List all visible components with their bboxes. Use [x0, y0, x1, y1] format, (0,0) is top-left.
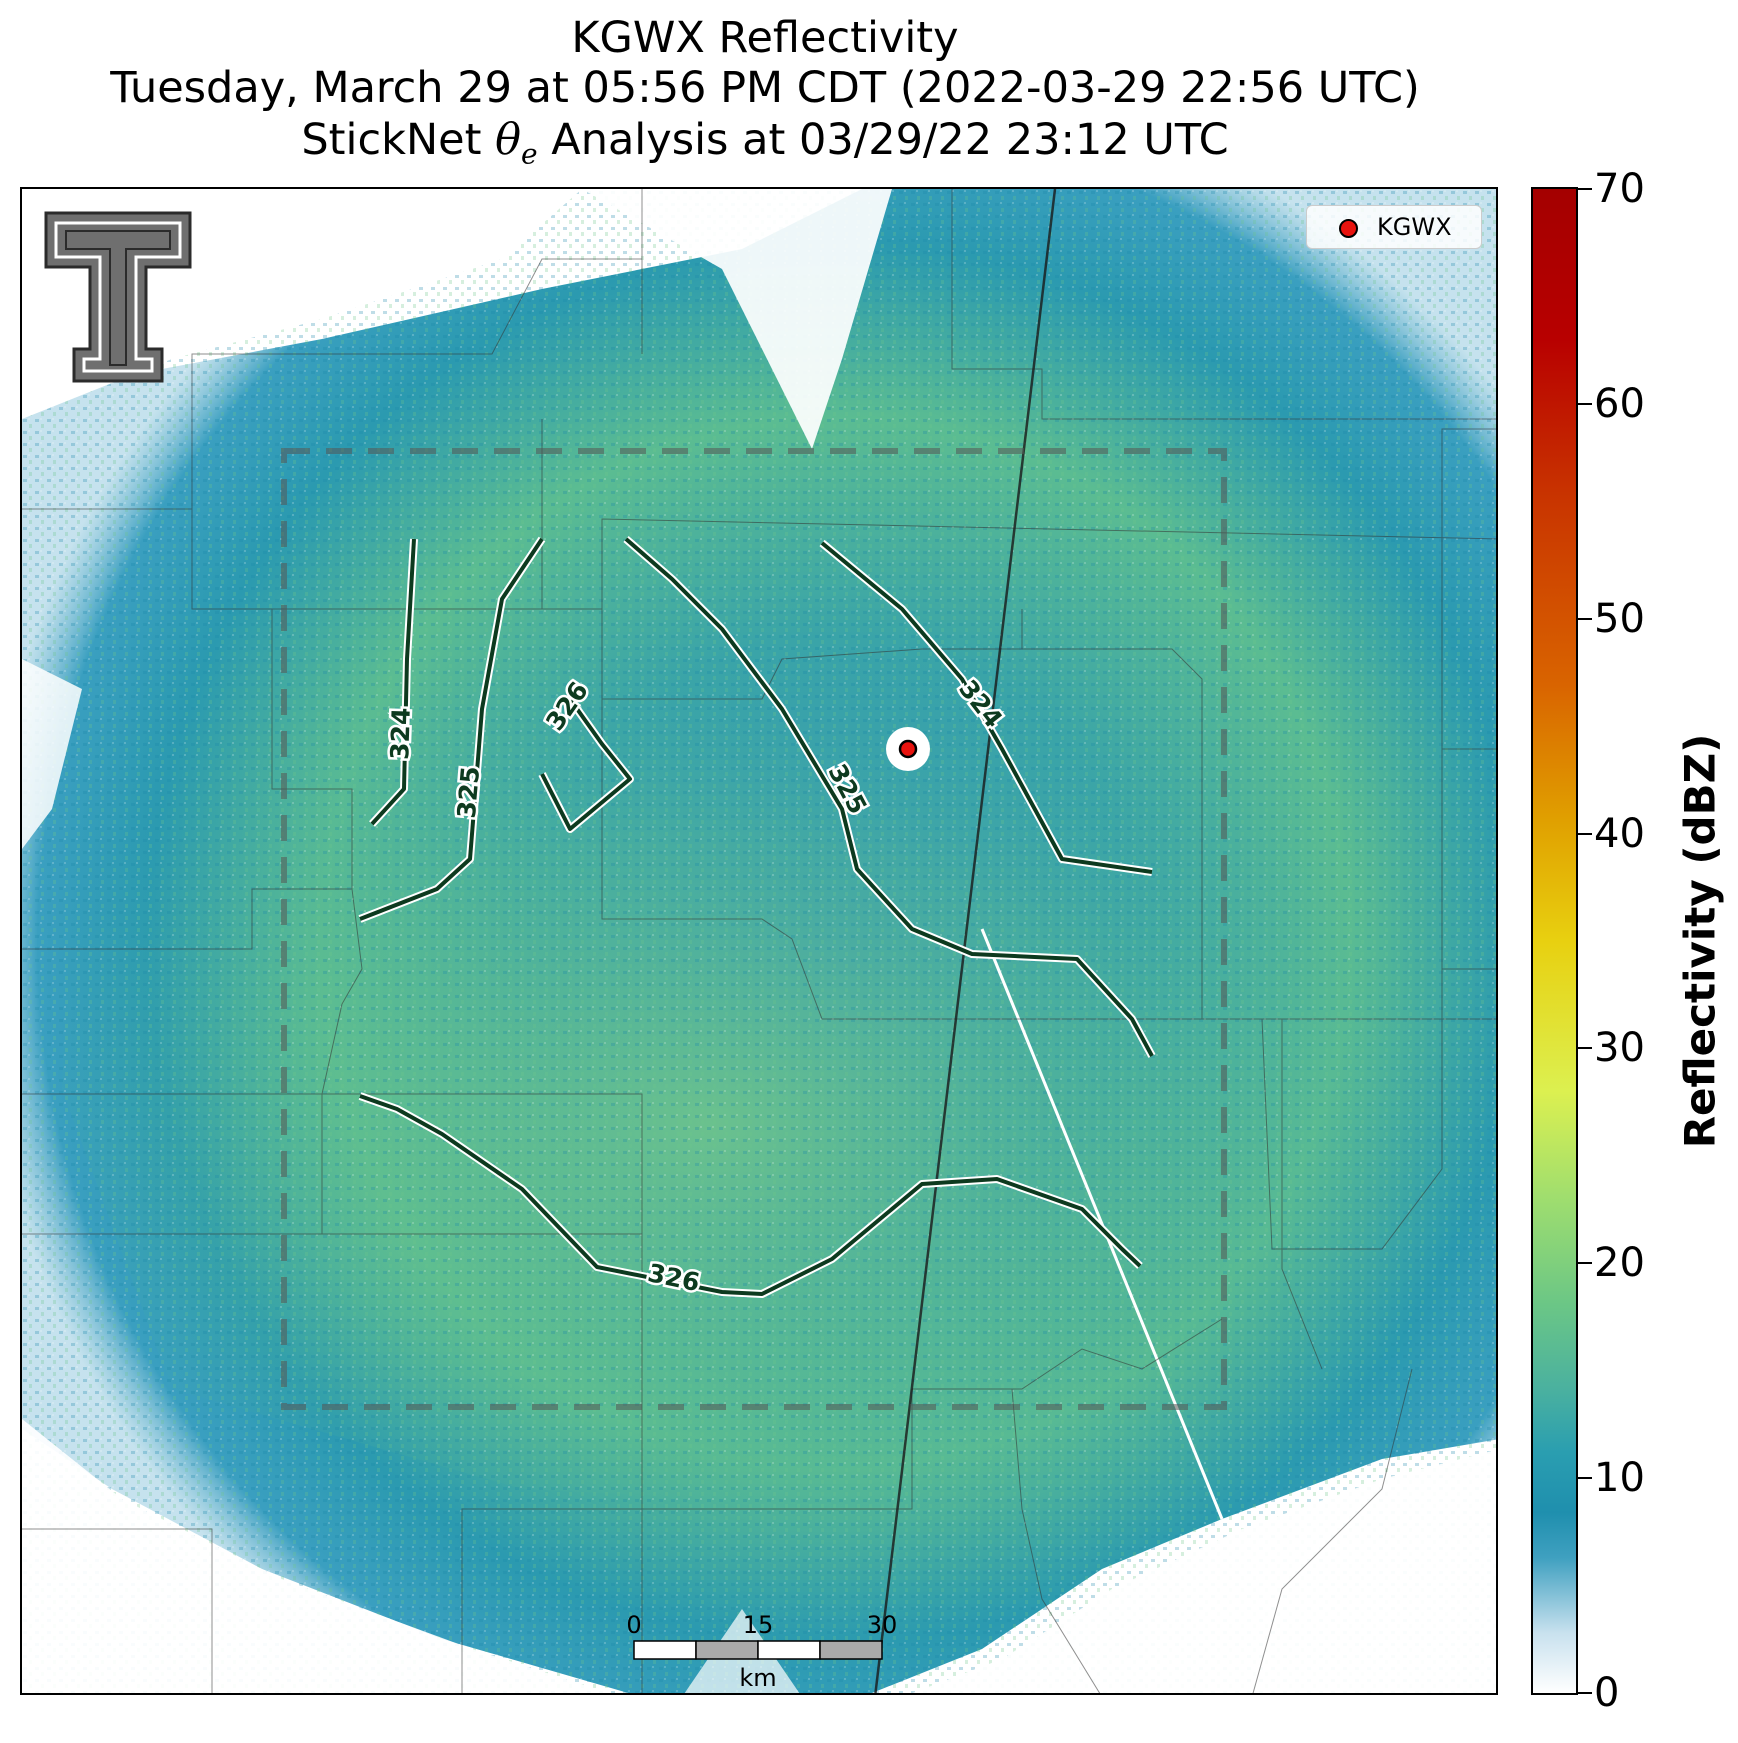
- contour-326-closed: [540, 697, 632, 831]
- colorbar-tick-label: 60: [1594, 380, 1645, 427]
- colorbar-tick-label: 20: [1594, 1240, 1645, 1287]
- radar-map-canvas: 324 324 325 325 326 326: [22, 189, 1496, 1693]
- theta-subscript: e: [521, 137, 538, 171]
- map-legend: KGWX: [1306, 205, 1482, 249]
- legend-marker-icon: [1339, 219, 1358, 238]
- colorbar-tick-mark: [1578, 1477, 1592, 1480]
- colorbar-tick-mark: [1578, 1692, 1592, 1694]
- colorbar-label: Reflectivity (dBZ): [1675, 733, 1725, 1149]
- theta-e-contours: [358, 535, 1156, 1298]
- state-border: [874, 189, 1057, 1693]
- colorbar-tick-label: 30: [1594, 1025, 1645, 1072]
- title-line-3-prefix: StickNet: [301, 115, 496, 165]
- colorbar-tick-mark: [1578, 1262, 1592, 1265]
- colorbar-tick-mark: [1578, 1047, 1592, 1050]
- colorbar-tick-label: 40: [1594, 810, 1645, 857]
- colorbar-tick-label: 70: [1594, 166, 1645, 212]
- contour-label-325-west: 325: [452, 765, 485, 820]
- title-line-2: Tuesday, March 29 at 05:56 PM CDT (2022-…: [110, 63, 1420, 113]
- colorbar-tick-label: 0: [1594, 1670, 1620, 1716]
- colorbar-tick-mark: [1578, 188, 1592, 190]
- contour-label-324-west: 324: [385, 707, 416, 760]
- colorbar-tick-mark: [1578, 402, 1592, 405]
- echo-gap-southeast: [912, 1450, 1496, 1693]
- colorbar-tick-label: 10: [1594, 1455, 1645, 1502]
- colorbar-tick-label: 50: [1594, 595, 1645, 642]
- radar-speckle: [22, 189, 1496, 1693]
- colorbar-tick-mark: [1578, 832, 1592, 835]
- contour-324-east: [820, 541, 1153, 874]
- echo-gap-southwest: [22, 1419, 610, 1693]
- title-line-3: StickNet θe Analysis at 03/29/22 23:12 U…: [0, 116, 1530, 179]
- colorbar-tick-mark: [1578, 617, 1592, 620]
- contour-326-south: [359, 1094, 1142, 1296]
- texas-tech-logo: [44, 211, 192, 383]
- contour-325-west: [359, 537, 544, 921]
- colorbar: [1531, 187, 1578, 1695]
- analysis-domain-box: [281, 448, 1227, 1410]
- theta-symbol: θ: [495, 115, 522, 165]
- legend-label: KGWX: [1377, 213, 1452, 241]
- county-borders: [22, 189, 1496, 1693]
- echo-gap-west: [22, 659, 82, 849]
- echo-gap-north: [582, 189, 892, 449]
- radar-map[interactable]: 324 324 325 325 326 326 KGWX: [20, 187, 1498, 1695]
- contour-325-east: [624, 537, 1154, 1057]
- title-line-1: KGWX Reflectivity: [571, 13, 959, 63]
- contour-324-west: [370, 538, 416, 826]
- title-line-3-suffix: Analysis at 03/29/22 23:12 UTC: [537, 115, 1229, 165]
- kgwx-site-marker[interactable]: [898, 739, 918, 759]
